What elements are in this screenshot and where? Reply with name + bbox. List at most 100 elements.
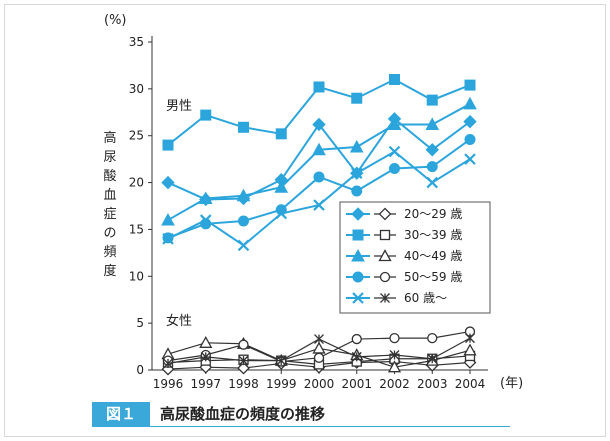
y-tick-label: 0 (136, 363, 144, 377)
y-axis-label-char: 血 (103, 188, 116, 203)
point-cross (351, 351, 362, 362)
point-cross (426, 176, 439, 189)
y-axis-label-char: の (103, 226, 116, 241)
caption-underline (92, 426, 510, 427)
point-triangle (387, 360, 402, 373)
y-tick-label: 35 (129, 35, 144, 49)
point-circle (351, 185, 363, 197)
point-cross (388, 145, 401, 158)
x-tick-label: 1999 (266, 377, 297, 391)
point-cross (163, 358, 173, 369)
point-circle (389, 163, 400, 175)
point-cross (237, 239, 250, 252)
point-cross-stroke (464, 153, 476, 165)
point-square (238, 121, 249, 133)
point-triangle (198, 191, 213, 205)
figure-frame (4, 4, 606, 437)
y-tick-label: 30 (129, 82, 144, 96)
point-triangle (378, 249, 392, 262)
female-group-label: 女性 (166, 313, 192, 329)
point-triangle (274, 180, 289, 193)
point-diamond (312, 117, 326, 132)
series (161, 73, 477, 376)
point-diamond (378, 207, 392, 221)
y-tick-label: 25 (129, 129, 144, 143)
legend-label: 40～49 歳 (404, 249, 462, 263)
point-circle (238, 339, 249, 350)
point-circle (379, 271, 391, 283)
y-tick-label: 15 (129, 222, 144, 236)
point-diamond (161, 175, 175, 190)
legend-item: 60 歳～ (346, 291, 447, 305)
point-circle (352, 271, 364, 283)
male-series-4 (162, 145, 476, 252)
point-circle (313, 171, 325, 183)
y-axis-label: 高尿酸血症の頻度 (103, 130, 116, 279)
point-cross (238, 355, 249, 366)
y-unit-label: (%) (104, 13, 127, 28)
point-diamond (463, 114, 477, 129)
y-tick-label: 5 (136, 316, 144, 330)
y-axis-label-char: 度 (103, 263, 116, 279)
figure-number-badge: 図１ (92, 402, 150, 426)
point-square (464, 79, 476, 91)
y-axis-label-char: 酸 (103, 169, 116, 184)
point-cross (314, 334, 324, 345)
point-square (200, 109, 212, 121)
point-cross (313, 199, 325, 211)
point-circle (238, 215, 249, 227)
x-tick-label: 1997 (190, 377, 221, 391)
point-diamond (237, 361, 250, 375)
x-tick-label: 2000 (304, 377, 335, 391)
legend-item: 40～49 歳 (346, 248, 462, 263)
legend: 20～29 歳 30～39 歳 40～49 歳 50～59 歳 60 歳～ (339, 201, 491, 314)
point-triangle (425, 117, 440, 130)
x-tick-label: 2004 (455, 377, 486, 391)
figure-title: 高尿酸血症の頻度の推移 (160, 405, 326, 423)
female-series-4 (163, 333, 475, 369)
point-cross (350, 167, 363, 179)
point-square (351, 92, 363, 104)
point-cross (465, 333, 475, 344)
male-series-2 (161, 96, 477, 226)
x-tick-label: 2001 (341, 377, 372, 391)
line-chart: (%) (年) 高尿酸血症の頻度 0 5 10 15 20 25 30 35 1996 1997… (103, 13, 523, 391)
y-ticks: 0 5 10 15 20 25 30 35 (129, 35, 152, 377)
point-cross (200, 351, 211, 362)
point-diamond (425, 143, 439, 157)
x-tick-label: 2003 (417, 377, 448, 391)
point-circle (464, 133, 476, 145)
point-triangle (349, 139, 364, 153)
y-axis-label-char: 尿 (103, 150, 116, 165)
point-cross-stroke (199, 214, 212, 226)
point-cross-stroke (350, 167, 363, 179)
point-cross (199, 214, 212, 226)
legend-item: 20～29 歳 (346, 207, 462, 221)
y-axis-label-char: 頻 (103, 245, 116, 260)
point-circle (427, 332, 438, 344)
point-cross (275, 207, 288, 220)
point-square (275, 128, 287, 140)
legend-box (339, 201, 491, 314)
point-diamond (351, 207, 365, 221)
legend-label: 20～29 歳 (404, 207, 462, 221)
point-cross-stroke (352, 292, 364, 304)
female-series-3 (162, 326, 476, 367)
point-cross-stroke (388, 145, 401, 158)
x-tick-label: 1998 (228, 377, 259, 391)
point-cross-stroke (313, 199, 325, 211)
male-group-label: 男性 (166, 99, 192, 114)
point-triangle (312, 341, 326, 354)
point-cross (389, 350, 400, 360)
point-circle (351, 333, 362, 345)
y-tick-label: 10 (129, 269, 144, 283)
legend-label: 30～39 歳 (404, 228, 462, 242)
point-triangle (463, 96, 477, 110)
point-triangle (463, 343, 477, 356)
point-circle (426, 161, 438, 173)
y-axis-label-char: 症 (103, 207, 116, 222)
point-square (162, 139, 174, 151)
x-unit-label: (年) (500, 376, 523, 391)
y-axis-label-char: 高 (103, 130, 116, 146)
point-circle (389, 332, 400, 344)
